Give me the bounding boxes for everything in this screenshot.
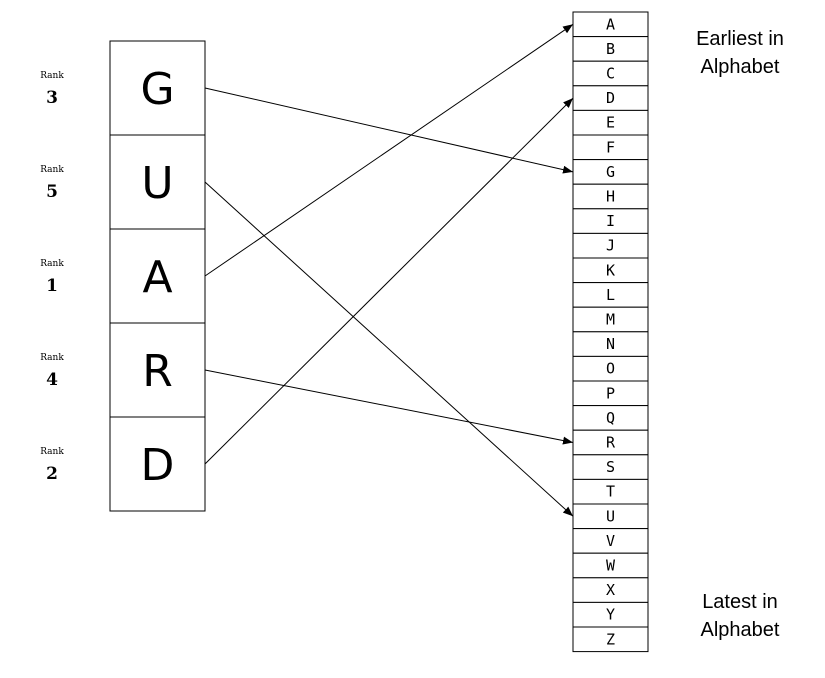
rank-number: 3 bbox=[46, 88, 58, 108]
rank-number: 5 bbox=[46, 182, 58, 202]
arrow-r-to-r bbox=[204, 369, 574, 445]
arrow-a-to-a bbox=[204, 23, 574, 277]
alphabet-letter-y: Y bbox=[606, 606, 615, 624]
alphabet-cell-o bbox=[572, 355, 649, 382]
word-box-a bbox=[109, 228, 206, 324]
alphabet-letter-h: H bbox=[606, 188, 615, 206]
alphabet-cell-c bbox=[572, 60, 649, 87]
rank-word: Rank bbox=[40, 165, 64, 175]
alphabet-letter-w: W bbox=[606, 557, 616, 575]
alphabet-cell-k bbox=[572, 257, 649, 284]
alphabet-cell-q bbox=[572, 405, 649, 431]
word-box-r bbox=[109, 322, 206, 418]
alphabet-letter-n: N bbox=[606, 335, 615, 353]
alphabet-letter-g: G bbox=[606, 163, 615, 181]
rank-word: Rank bbox=[40, 71, 64, 81]
alphabet-letter-p: P bbox=[606, 384, 615, 402]
alphabet-letter-z: Z bbox=[606, 630, 615, 648]
latest-label-line2: Alphabet bbox=[701, 619, 780, 641]
word-box-u bbox=[109, 134, 206, 230]
arrow-g-to-g bbox=[204, 87, 574, 174]
alphabet-letter-x: X bbox=[606, 581, 615, 599]
alphabet-cell-g bbox=[572, 159, 649, 185]
earliest-label-line1: Earliest in bbox=[696, 28, 784, 50]
alphabet-cell-e bbox=[572, 109, 649, 136]
rank-labels: Rank 3 Rank 5 Rank 1 Rank 4 Rank 2 bbox=[40, 71, 64, 484]
word-letter-d: D bbox=[141, 440, 175, 491]
word-letter-r: R bbox=[142, 346, 173, 397]
alphabet-cell-z bbox=[572, 626, 649, 653]
rank-number: 4 bbox=[46, 370, 58, 390]
alphabet-letter-k: K bbox=[606, 261, 615, 279]
rank-number: 1 bbox=[46, 276, 58, 296]
alphabet-cell-m bbox=[572, 306, 649, 333]
alphabet-letter-s: S bbox=[606, 458, 615, 476]
arrow-u-to-u bbox=[204, 181, 574, 517]
alphabet-letter-o: O bbox=[606, 360, 615, 378]
alphabet-letter-m: M bbox=[606, 311, 615, 329]
word-letter-u: U bbox=[141, 158, 173, 209]
alphabet-letter-q: Q bbox=[606, 409, 615, 427]
alphabet-letter-c: C bbox=[606, 65, 615, 83]
word-letter-a: A bbox=[142, 252, 172, 303]
rank-word: Rank bbox=[40, 447, 64, 457]
alphabet-letter-f: F bbox=[606, 138, 615, 156]
alphabet-cell-i bbox=[572, 208, 649, 234]
alphabet-cell-r bbox=[572, 429, 649, 456]
alphabet-letter-t: T bbox=[606, 483, 615, 501]
alphabet-cell-p bbox=[572, 380, 649, 407]
alphabet-letter-l: L bbox=[606, 286, 615, 304]
word-box-d bbox=[109, 416, 206, 512]
alphabet-cell-f bbox=[572, 134, 649, 161]
alphabet-cell-u bbox=[572, 503, 649, 530]
alphabet-cell-n bbox=[572, 331, 649, 357]
rank-word: Rank bbox=[40, 353, 64, 363]
rank-number: 2 bbox=[46, 464, 58, 484]
alphabet-letter-e: E bbox=[606, 114, 615, 132]
alphabet-letter-j: J bbox=[606, 237, 615, 255]
word-box-g bbox=[109, 40, 206, 136]
alphabet-letter-v: V bbox=[606, 532, 615, 550]
alphabet-letter-d: D bbox=[606, 89, 615, 107]
alphabet-cell-s bbox=[572, 454, 649, 480]
rank-word: Rank bbox=[40, 259, 64, 269]
alphabet-cell-x bbox=[572, 577, 649, 603]
arrow-d-to-d bbox=[204, 97, 574, 465]
earliest-label-line2: Alphabet bbox=[701, 56, 780, 78]
alphabet-cell-v bbox=[572, 528, 649, 554]
alphabet-letter-u: U bbox=[606, 507, 615, 525]
latest-label-line1: Latest in bbox=[702, 591, 778, 613]
alphabet-cell-w bbox=[572, 552, 649, 579]
alphabet-cell-l bbox=[572, 282, 649, 308]
mapping-arrows bbox=[204, 23, 574, 517]
alphabet-letter-i: I bbox=[606, 212, 615, 230]
word-letter-g: G bbox=[140, 64, 174, 115]
alphabet-letter-r: R bbox=[606, 434, 616, 452]
alphabet-letter-a: A bbox=[606, 15, 615, 33]
alphabet-letter-b: B bbox=[606, 40, 615, 58]
alphabet-cell-y bbox=[572, 601, 649, 628]
